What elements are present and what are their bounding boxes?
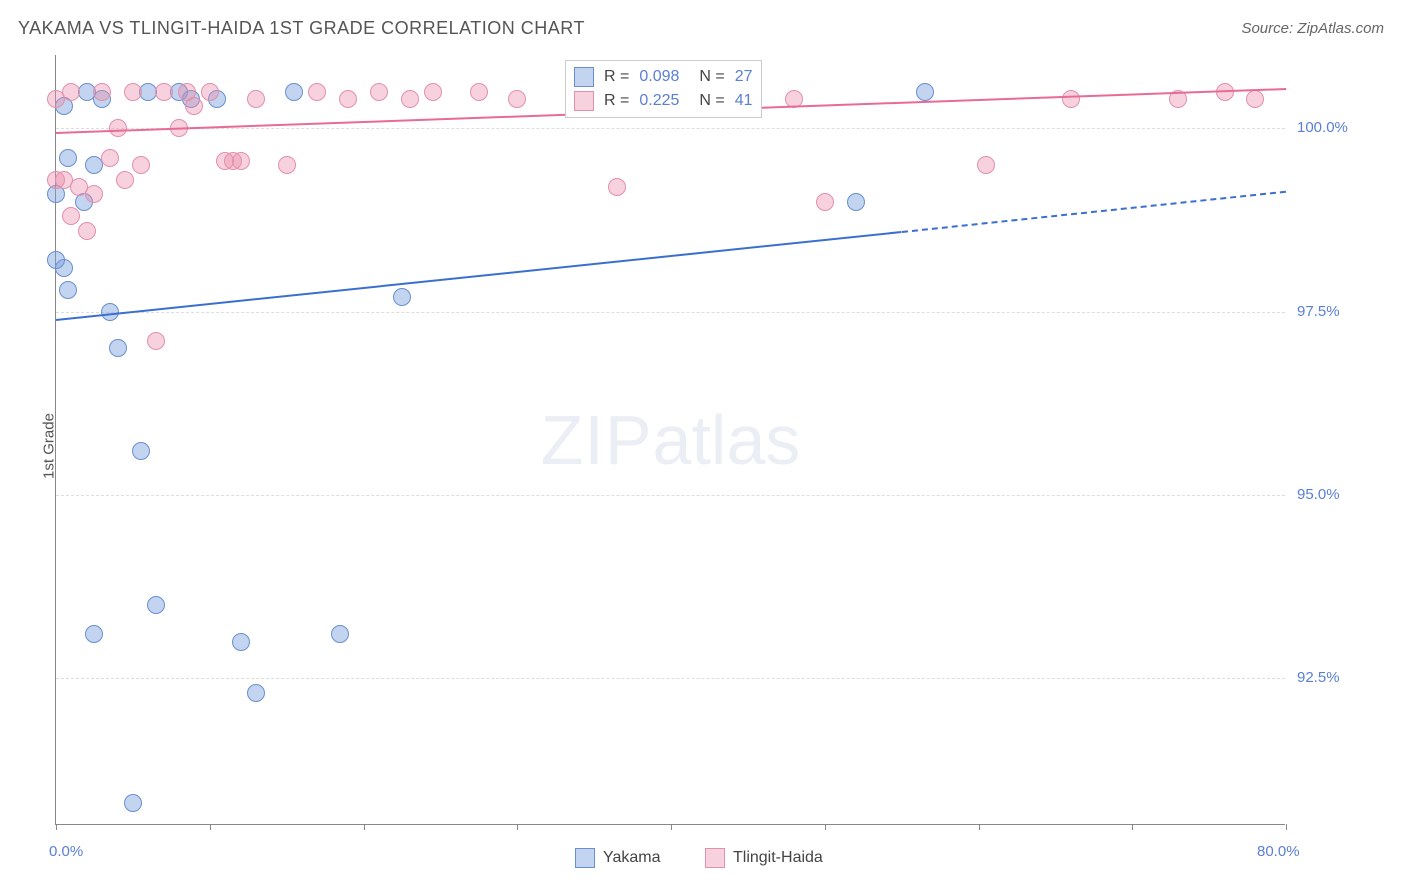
yakama-point — [232, 633, 250, 651]
x-tick — [1132, 824, 1133, 830]
yakama-point — [393, 288, 411, 306]
stat-row-yakama: R = 0.098 N = 27 — [574, 65, 753, 89]
chart-title: YAKAMA VS TLINGIT-HAIDA 1ST GRADE CORREL… — [18, 18, 585, 39]
yakama-point — [124, 794, 142, 812]
tlingit-point — [201, 83, 219, 101]
tlingit-point — [62, 83, 80, 101]
yakama-point — [847, 193, 865, 211]
yakama-point — [331, 625, 349, 643]
gridline — [56, 678, 1285, 679]
r-label: R = — [604, 92, 629, 110]
tlingit-point — [85, 185, 103, 203]
tlingit-point — [278, 156, 296, 174]
yakama-point — [247, 684, 265, 702]
tlingit-point — [147, 332, 165, 350]
tlingit-point — [78, 222, 96, 240]
tlingit-point — [508, 90, 526, 108]
tlingit-point — [132, 156, 150, 174]
tlingit-point — [370, 83, 388, 101]
tlingit-point — [232, 152, 250, 170]
tlingit-point — [247, 90, 265, 108]
legend-label: Tlingit-Haida — [733, 849, 823, 867]
legend-item-tlingit: Tlingit-Haida — [705, 848, 823, 868]
n-value: 27 — [735, 68, 753, 86]
tlingit-point — [185, 97, 203, 115]
yakama-point — [147, 596, 165, 614]
x-tick — [56, 824, 57, 830]
tlingit-legend-swatch — [705, 848, 725, 868]
y-tick-label: 95.0% — [1297, 486, 1340, 503]
correlation-chart: YAKAMA VS TLINGIT-HAIDA 1ST GRADE CORREL… — [0, 0, 1406, 892]
n-label: N = — [699, 68, 724, 86]
yakama-point — [916, 83, 934, 101]
yakama-point — [47, 251, 65, 269]
tlingit-point — [608, 178, 626, 196]
yakama-swatch — [574, 67, 594, 87]
yakama-point — [59, 149, 77, 167]
watermark-atlas: atlas — [653, 401, 801, 479]
tlingit-point — [424, 83, 442, 101]
tlingit-point — [1062, 90, 1080, 108]
x-tick — [671, 824, 672, 830]
gridline — [56, 128, 1285, 129]
stat-row-tlingit: R = 0.225 N = 41 — [574, 89, 753, 113]
tlingit-swatch — [574, 91, 594, 111]
tlingit-point — [977, 156, 995, 174]
tlingit-point — [1246, 90, 1264, 108]
tlingit-point — [339, 90, 357, 108]
legend-item-yakama: Yakama — [575, 848, 661, 868]
yakama-trendline-extrapolated — [902, 191, 1287, 233]
y-tick-label: 100.0% — [1297, 119, 1348, 136]
tlingit-point — [401, 90, 419, 108]
yakama-point — [285, 83, 303, 101]
tlingit-point — [308, 83, 326, 101]
tlingit-point — [155, 83, 173, 101]
r-value: 0.098 — [639, 68, 679, 86]
tlingit-point — [101, 149, 119, 167]
plot-area: ZIPatlas — [55, 55, 1285, 825]
x-tick — [825, 824, 826, 830]
yakama-point — [59, 281, 77, 299]
tlingit-point — [62, 207, 80, 225]
yakama-point — [85, 625, 103, 643]
tlingit-point — [116, 171, 134, 189]
tlingit-point — [124, 83, 142, 101]
x-tick — [1286, 824, 1287, 830]
r-value: 0.225 — [639, 92, 679, 110]
yakama-legend-swatch — [575, 848, 595, 868]
n-value: 41 — [735, 92, 753, 110]
correlation-stats-box: R = 0.098 N = 27 R = 0.225 N = 41 — [565, 60, 762, 118]
x-tick-label: 80.0% — [1257, 843, 1300, 860]
tlingit-point — [816, 193, 834, 211]
yakama-trendline — [56, 231, 902, 321]
y-tick-label: 97.5% — [1297, 303, 1340, 320]
gridline — [56, 495, 1285, 496]
yakama-point — [109, 339, 127, 357]
x-tick — [979, 824, 980, 830]
tlingit-point — [109, 119, 127, 137]
watermark-zip: ZIP — [541, 401, 653, 479]
source-label: Source: ZipAtlas.com — [1241, 20, 1384, 37]
tlingit-point — [470, 83, 488, 101]
yakama-point — [132, 442, 150, 460]
x-tick — [364, 824, 365, 830]
gridline — [56, 312, 1285, 313]
x-tick — [210, 824, 211, 830]
n-label: N = — [699, 92, 724, 110]
y-tick-label: 92.5% — [1297, 669, 1340, 686]
x-tick-label: 0.0% — [49, 843, 83, 860]
legend-label: Yakama — [603, 849, 661, 867]
r-label: R = — [604, 68, 629, 86]
tlingit-point — [93, 83, 111, 101]
x-tick — [517, 824, 518, 830]
watermark: ZIPatlas — [541, 400, 801, 480]
